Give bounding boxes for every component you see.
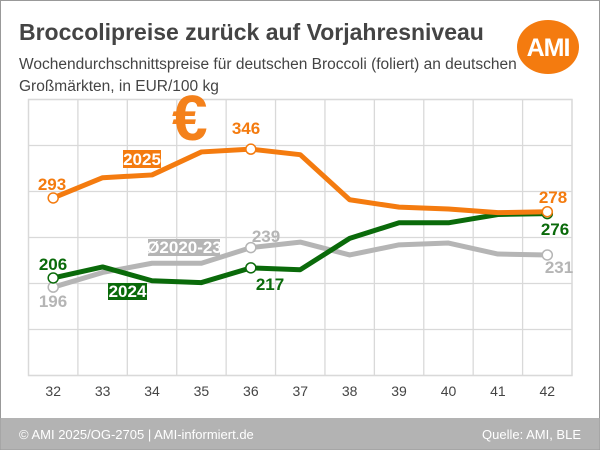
data-point-marker [245, 262, 257, 274]
data-label: 293 [38, 175, 66, 194]
x-axis-ticks: 32 33 34 35 36 37 38 39 40 41 42 [45, 383, 555, 399]
data-labels: 293 346 278 206 217 276 196 239 231 [38, 119, 573, 311]
data-point-marker [541, 249, 554, 261]
data-label: 196 [39, 292, 67, 311]
x-tick-label: 36 [243, 383, 259, 399]
ami-logo: AMI [517, 20, 579, 74]
series-lines [47, 143, 554, 293]
svg-text:AMI: AMI [527, 34, 570, 62]
subtitle-line-2: Großmärkten, in EUR/100 kg [19, 78, 219, 95]
x-tick-label: 37 [292, 383, 308, 399]
data-label: 231 [545, 258, 573, 277]
svg-text:Ø2020-23: Ø2020-23 [146, 238, 222, 257]
legend-avg-2020-23: Ø2020-23 [146, 238, 222, 257]
footer-bar [0, 418, 600, 450]
x-tick-label: 40 [441, 383, 457, 399]
data-point-marker [245, 241, 257, 254]
data-label: 206 [39, 255, 67, 274]
page-title: Broccolipreise zurück auf Vorjahresnivea… [19, 19, 484, 45]
data-label: 278 [539, 188, 567, 207]
data-label: 346 [232, 119, 260, 138]
data-label: 239 [252, 227, 280, 246]
data-label: 217 [256, 275, 284, 294]
series-line-2025 [50, 146, 550, 216]
x-tick-label: 32 [45, 383, 61, 399]
legend-2025: 2025 [123, 150, 161, 169]
footer-copyright: © AMI 2025/OG-2705 | AMI-informiert.de [19, 427, 254, 442]
data-point-marker [541, 205, 554, 218]
x-tick-label: 39 [391, 383, 407, 399]
svg-text:2025: 2025 [123, 150, 161, 169]
footer-source: Quelle: AMI, BLE [482, 427, 581, 442]
series-line-2024 [50, 211, 550, 286]
svg-text:2024: 2024 [109, 282, 147, 301]
x-tick-label: 35 [194, 383, 210, 399]
data-point-marker [47, 192, 59, 204]
data-label: 276 [541, 220, 569, 239]
data-point-marker [47, 272, 59, 284]
legend-2024: 2024 [108, 282, 147, 301]
data-point-marker [245, 143, 257, 155]
x-tick-label: 42 [540, 383, 556, 399]
grid [27, 98, 573, 377]
subtitle-line-1: Wochendurchschnittspreise für deutschen … [19, 56, 517, 73]
x-tick-label: 38 [342, 383, 358, 399]
x-tick-label: 34 [144, 383, 160, 399]
x-tick-label: 41 [490, 383, 506, 399]
series-line-2020-23 [50, 239, 550, 290]
euro-icon: € [172, 82, 208, 154]
x-tick-label: 33 [95, 383, 111, 399]
